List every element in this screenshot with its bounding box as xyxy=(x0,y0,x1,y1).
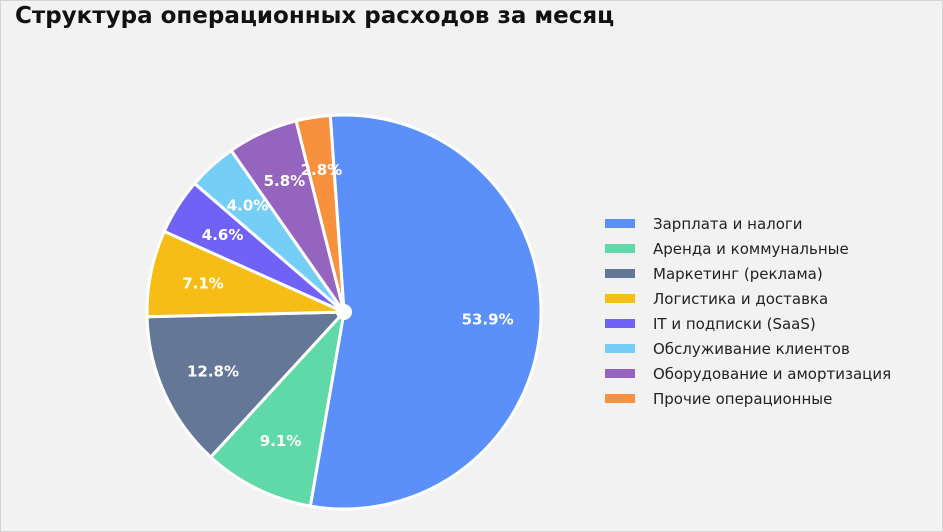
pie-slice-label: 7.1% xyxy=(182,275,224,293)
pie-slice-label: 9.1% xyxy=(260,432,302,450)
chart-title: Структура операционных расходов за месяц xyxy=(15,3,615,29)
legend-label: Аренда и коммунальные xyxy=(653,239,849,258)
pie-slice-label: 12.8% xyxy=(187,362,239,380)
legend-swatch xyxy=(605,319,635,328)
legend-swatch xyxy=(605,269,635,278)
pie-center-dot xyxy=(336,304,352,320)
pie-slice-label: 2.8% xyxy=(301,161,343,179)
legend-label: Маркетинг (реклама) xyxy=(653,264,823,283)
pie-slice-label: 4.6% xyxy=(202,226,244,244)
legend-item: Прочие операционные xyxy=(605,386,891,411)
legend-label: Прочие операционные xyxy=(653,389,833,408)
chart-legend: Зарплата и налоги Аренда и коммунальные Ма… xyxy=(605,211,891,411)
pie-slice xyxy=(145,310,346,459)
legend-item: Зарплата и налоги xyxy=(605,211,891,236)
legend-swatch xyxy=(605,294,635,303)
pie-slice xyxy=(294,113,346,314)
legend-label: Оборудование и амортизация xyxy=(653,364,892,383)
legend-swatch xyxy=(605,394,635,403)
pie-slice xyxy=(209,310,346,508)
legend-swatch xyxy=(605,344,635,353)
legend-swatch xyxy=(605,369,635,378)
legend-label: Зарплата и налоги xyxy=(653,214,803,233)
legend-item: Аренда и коммунальные xyxy=(605,236,891,261)
legend-item: Обслуживание клиентов xyxy=(605,336,891,361)
legend-label: IT и подписки (SaaS) xyxy=(653,314,816,333)
legend-item: Маркетинг (реклама) xyxy=(605,261,891,286)
legend-item: IT и подписки (SaaS) xyxy=(605,311,891,336)
pie-slice xyxy=(308,113,543,511)
legend-label: Обслуживание клиентов xyxy=(653,339,850,358)
legend-swatch xyxy=(605,244,635,253)
pie-slice-label: 53.9% xyxy=(462,310,514,328)
pie-slice-label: 4.0% xyxy=(227,196,269,214)
legend-label: Логистика и доставка xyxy=(653,289,829,308)
pie-slice-label: 5.8% xyxy=(264,172,306,190)
legend-item: Оборудование и амортизация xyxy=(605,361,891,386)
legend-item: Логистика и доставка xyxy=(605,286,891,311)
legend-swatch xyxy=(605,219,635,228)
